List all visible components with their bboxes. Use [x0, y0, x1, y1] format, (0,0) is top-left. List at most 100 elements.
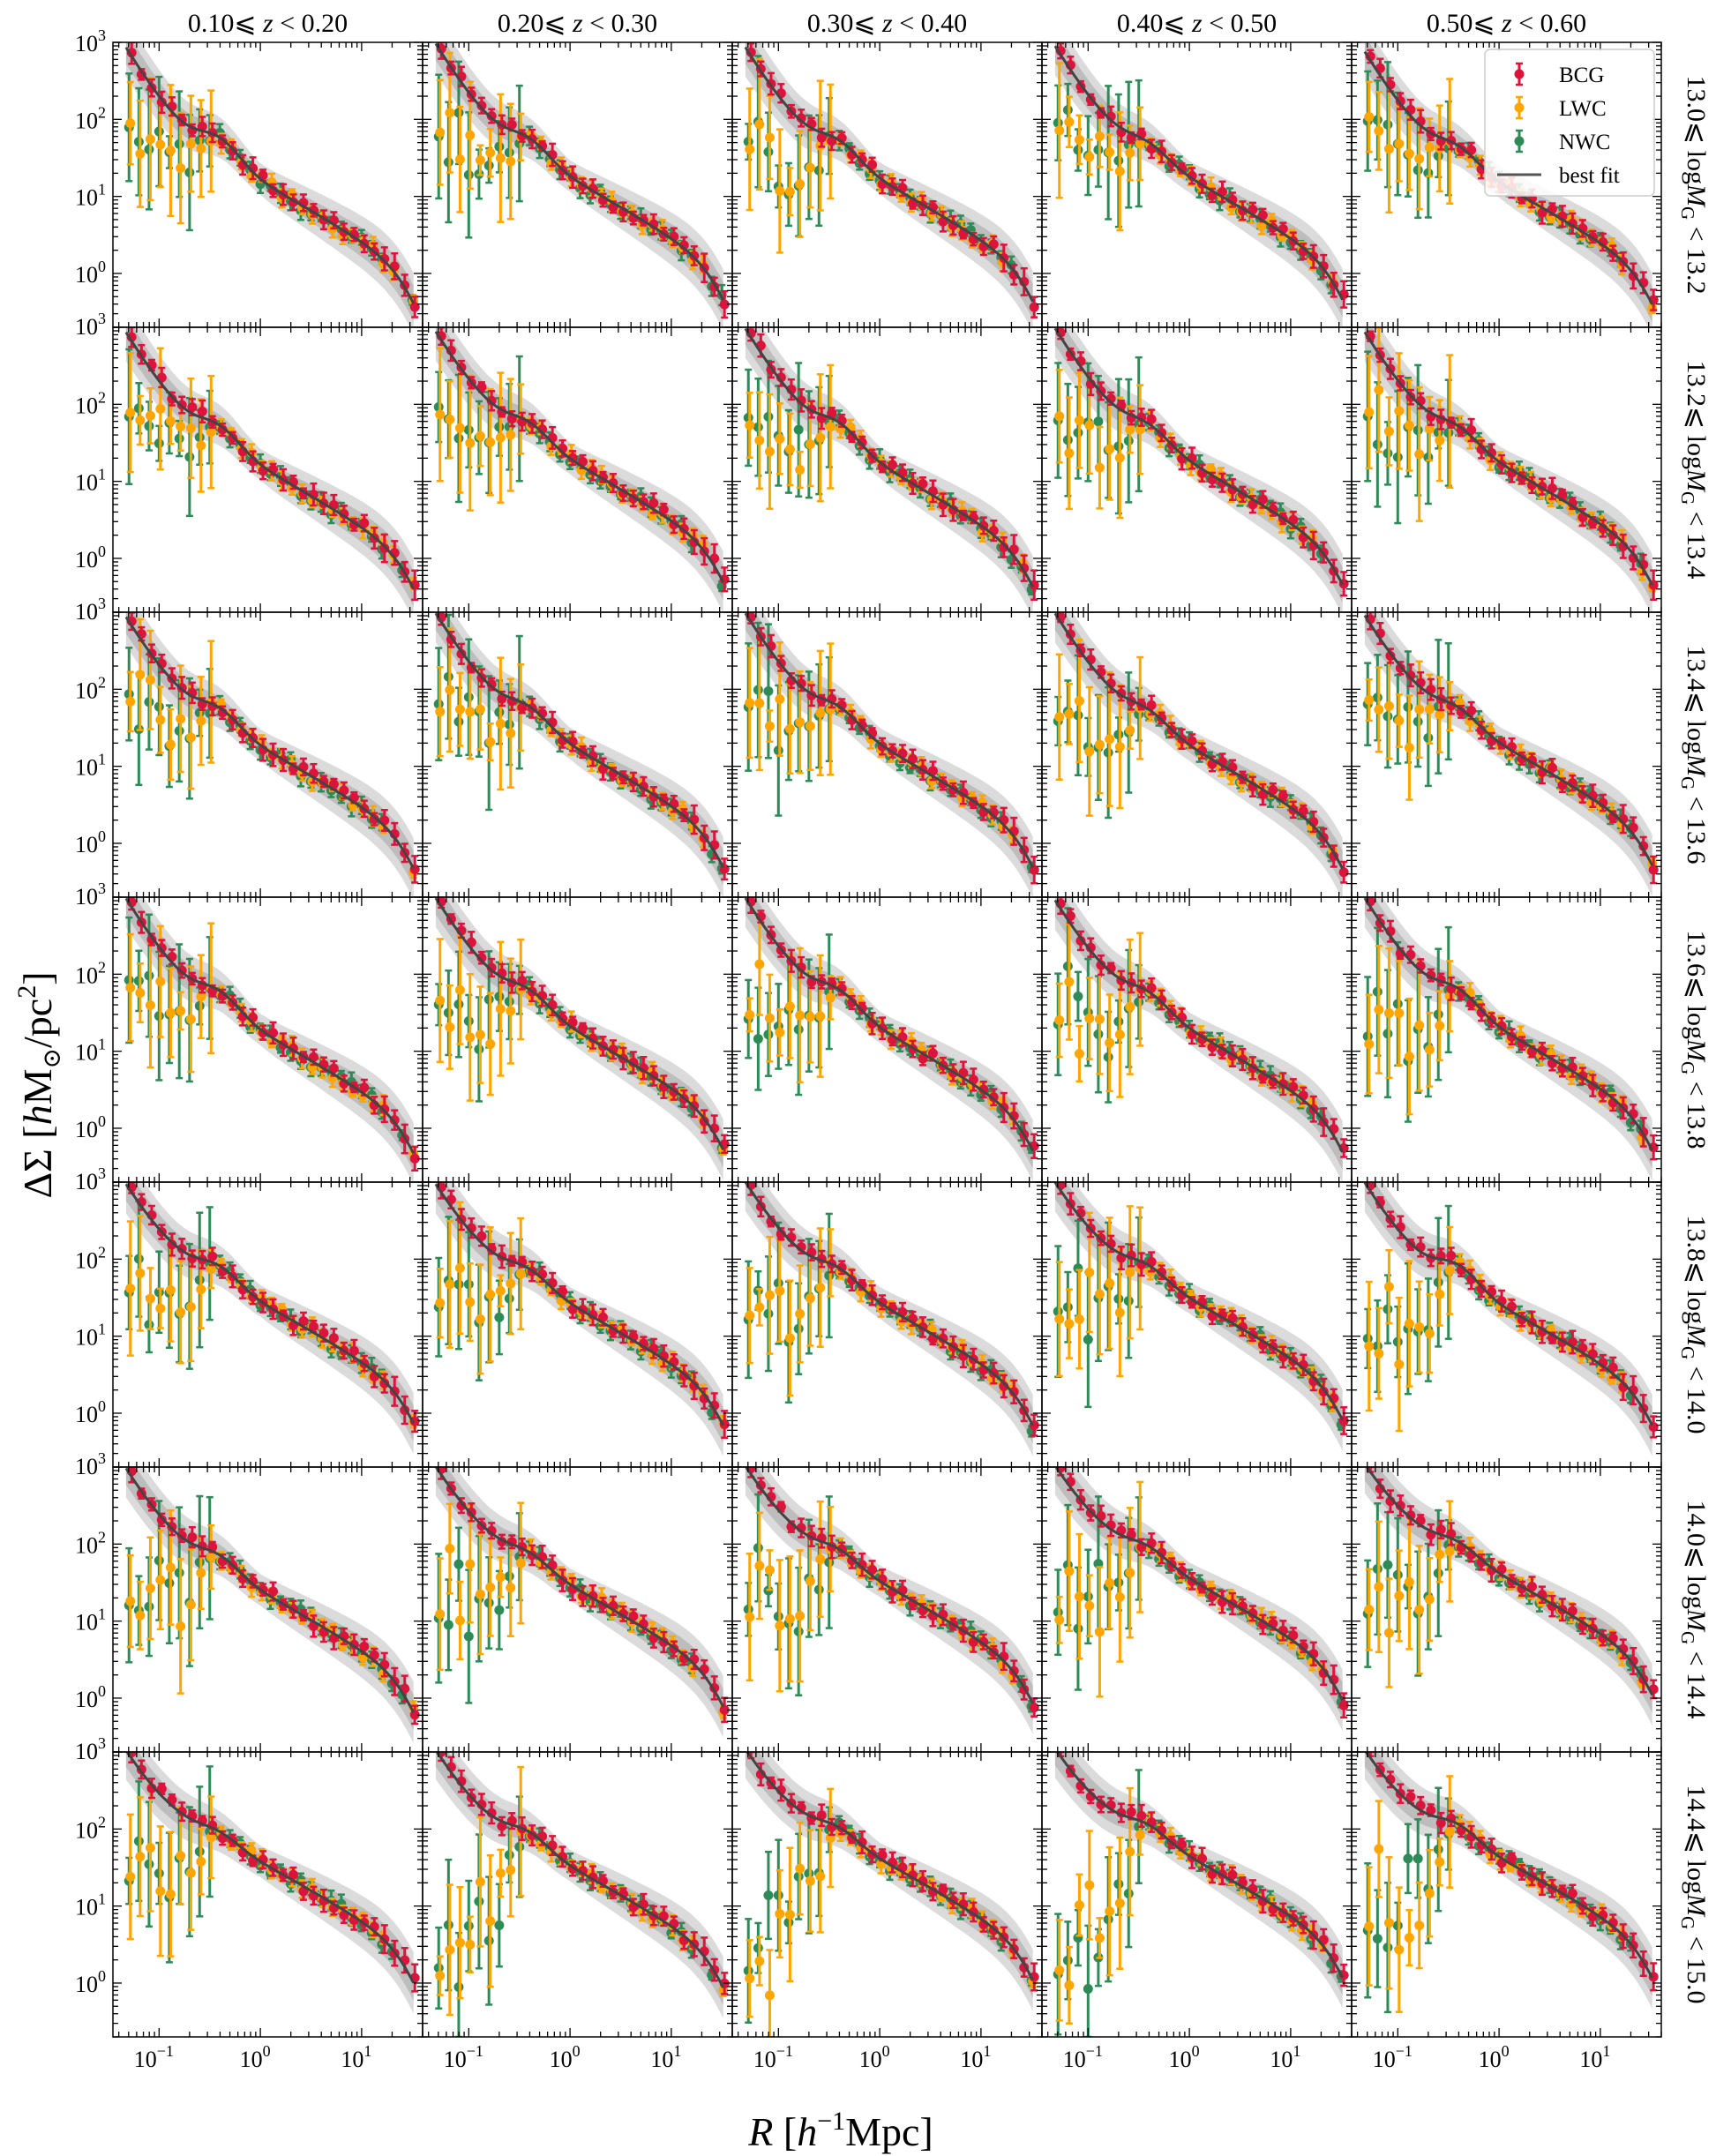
- lwc-point: [1125, 424, 1135, 435]
- panel-ticks: [1352, 326, 1662, 613]
- panel-plot-area: [124, 42, 420, 327]
- bcg-point: [857, 438, 867, 448]
- bcg-point: [359, 518, 370, 528]
- lwc-point: [754, 435, 765, 445]
- lwc-point: [1054, 411, 1065, 422]
- panel-plot-area: [1362, 327, 1659, 612]
- lwc-point: [465, 130, 476, 140]
- y-tick-label-exponent: 1: [98, 181, 106, 198]
- lwc-point: [135, 670, 146, 680]
- best-fit-line: [1053, 327, 1345, 586]
- panel-r2-c2: [422, 326, 733, 613]
- lwc-point: [805, 162, 815, 173]
- lwc-point: [775, 433, 785, 444]
- bcg-point: [877, 461, 888, 472]
- lwc-point: [495, 153, 506, 163]
- bcg-point: [197, 406, 207, 416]
- lwc-point: [815, 432, 826, 443]
- best-fit-line: [124, 47, 416, 304]
- lwc-point: [435, 409, 446, 420]
- lwc-point: [176, 421, 186, 431]
- lwc-point: [506, 156, 516, 167]
- lwc-point: [155, 715, 166, 725]
- lwc-point: [495, 432, 506, 443]
- lwc-point: [1404, 420, 1414, 430]
- lwc-point: [165, 146, 176, 156]
- panel-r2-c4: [1041, 326, 1353, 613]
- nwc-point: [793, 424, 804, 435]
- lwc-point: [764, 446, 775, 457]
- bcg-point: [506, 119, 517, 130]
- legend-point-swatch: [1514, 136, 1525, 146]
- legend-point-swatch: [1514, 102, 1525, 113]
- lwc-point: [185, 732, 196, 743]
- y-tick-label-exponent: 3: [98, 26, 106, 44]
- series-bcg: [126, 42, 420, 318]
- lwc-point: [1394, 406, 1405, 416]
- lwc-point: [1383, 426, 1394, 437]
- bcg-point: [658, 505, 669, 515]
- panel-ticks: [423, 326, 733, 613]
- lwc-point: [1364, 407, 1375, 417]
- y-tick-label-exponent: 1: [98, 466, 106, 483]
- lwc-point: [145, 134, 155, 145]
- lwc-point: [155, 139, 166, 150]
- lwc-point: [1374, 125, 1384, 136]
- panel-r1-c5: BCG LWC NWC best fit: [1351, 41, 1662, 328]
- bcg-point: [1547, 483, 1557, 494]
- lwc-point: [475, 155, 485, 166]
- bcg-point: [476, 101, 487, 111]
- lwc-point: [125, 408, 136, 418]
- panel-r2-c5: [1351, 326, 1662, 613]
- lwc-point: [506, 430, 516, 440]
- legend-label-best-fit: best fit: [1559, 164, 1620, 188]
- bcg-point: [648, 498, 659, 508]
- bcg-point: [918, 479, 928, 490]
- panel-plot-area: [1053, 327, 1349, 612]
- y-tick-label-exponent: 3: [98, 310, 106, 327]
- bcg-point: [1257, 494, 1268, 505]
- bcg-point: [187, 402, 198, 413]
- panel-r1-c3: [731, 41, 1043, 328]
- lwc-point: [754, 119, 765, 130]
- lwc-point: [1364, 112, 1375, 123]
- lwc-point: [784, 186, 795, 197]
- panel-r1-c2: [422, 41, 733, 328]
- best-fit-line: [744, 327, 1035, 588]
- panel-ticks: [113, 326, 423, 613]
- bcg-point: [1177, 163, 1188, 174]
- bcg-point: [167, 393, 177, 404]
- lwc-point: [196, 440, 206, 451]
- bcg-point: [1318, 261, 1329, 272]
- y-tick-label-exponent: 2: [98, 103, 106, 121]
- lwc-point: [1125, 147, 1135, 158]
- lwc-point: [485, 147, 496, 158]
- lwc-point: [176, 163, 186, 174]
- lwc-point: [454, 423, 465, 433]
- lwc-point: [1383, 144, 1394, 154]
- legend-label-nwc: NWC: [1559, 131, 1610, 154]
- lwc-point: [795, 465, 806, 475]
- lwc-point: [445, 108, 455, 118]
- panel-plot-area: [1053, 42, 1349, 327]
- best-fit-line: [124, 331, 416, 590]
- lwc-point: [745, 144, 755, 154]
- lwc-point: [485, 437, 496, 447]
- bcg-point: [816, 132, 827, 143]
- bcg-point: [689, 536, 700, 547]
- lwc-point: [145, 410, 155, 421]
- lwc-point: [745, 420, 755, 430]
- lwc-point: [1374, 385, 1384, 395]
- y-tick-label-exponent: 2: [98, 388, 106, 406]
- bcg-point: [1466, 424, 1477, 435]
- bcg-point: [719, 299, 730, 310]
- bcg-point: [409, 302, 420, 312]
- panel-plot-area: [743, 42, 1039, 327]
- nwc-point: [1093, 416, 1104, 427]
- legend: BCG LWC NWC best fit: [1484, 49, 1655, 197]
